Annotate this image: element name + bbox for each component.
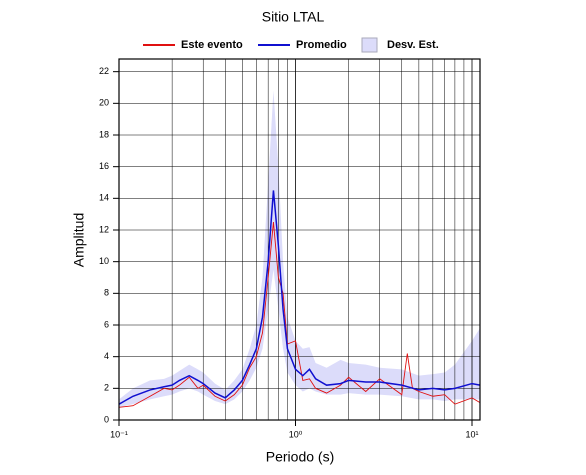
y-tick-label: 0 xyxy=(104,414,109,424)
line xyxy=(118,222,481,408)
std-band xyxy=(119,90,480,408)
legend-label: Este evento xyxy=(181,39,243,51)
y-tick-label: 10 xyxy=(99,256,109,266)
legend-label: Promedio xyxy=(296,39,347,51)
x-tick-label: 10⁻¹ xyxy=(110,429,128,439)
legend-label: Desv. Est. xyxy=(387,39,439,51)
y-tick-label: 8 xyxy=(104,288,109,298)
x-tick-label: 10⁰ xyxy=(289,429,303,439)
y-tick-label: 4 xyxy=(104,351,109,361)
y-tick-label: 14 xyxy=(99,193,109,203)
y-tick-label: 20 xyxy=(99,98,109,108)
plot-frame xyxy=(118,58,481,421)
y-tick-label: 22 xyxy=(99,66,109,76)
y-tick-label: 2 xyxy=(104,383,109,393)
y-tick-label: 6 xyxy=(104,319,109,329)
y-tick-label: 12 xyxy=(99,224,109,234)
legend-swatch xyxy=(361,37,378,53)
y-tick-label: 16 xyxy=(99,161,109,171)
chart-title: Sitio LTAL xyxy=(262,9,325,25)
y-tick-label: 18 xyxy=(99,129,109,139)
line xyxy=(118,190,481,405)
x-axis-label: Periodo (s) xyxy=(266,449,334,465)
y-axis-label: Amplitud xyxy=(71,213,87,267)
x-tick-label: 10¹ xyxy=(465,429,478,439)
